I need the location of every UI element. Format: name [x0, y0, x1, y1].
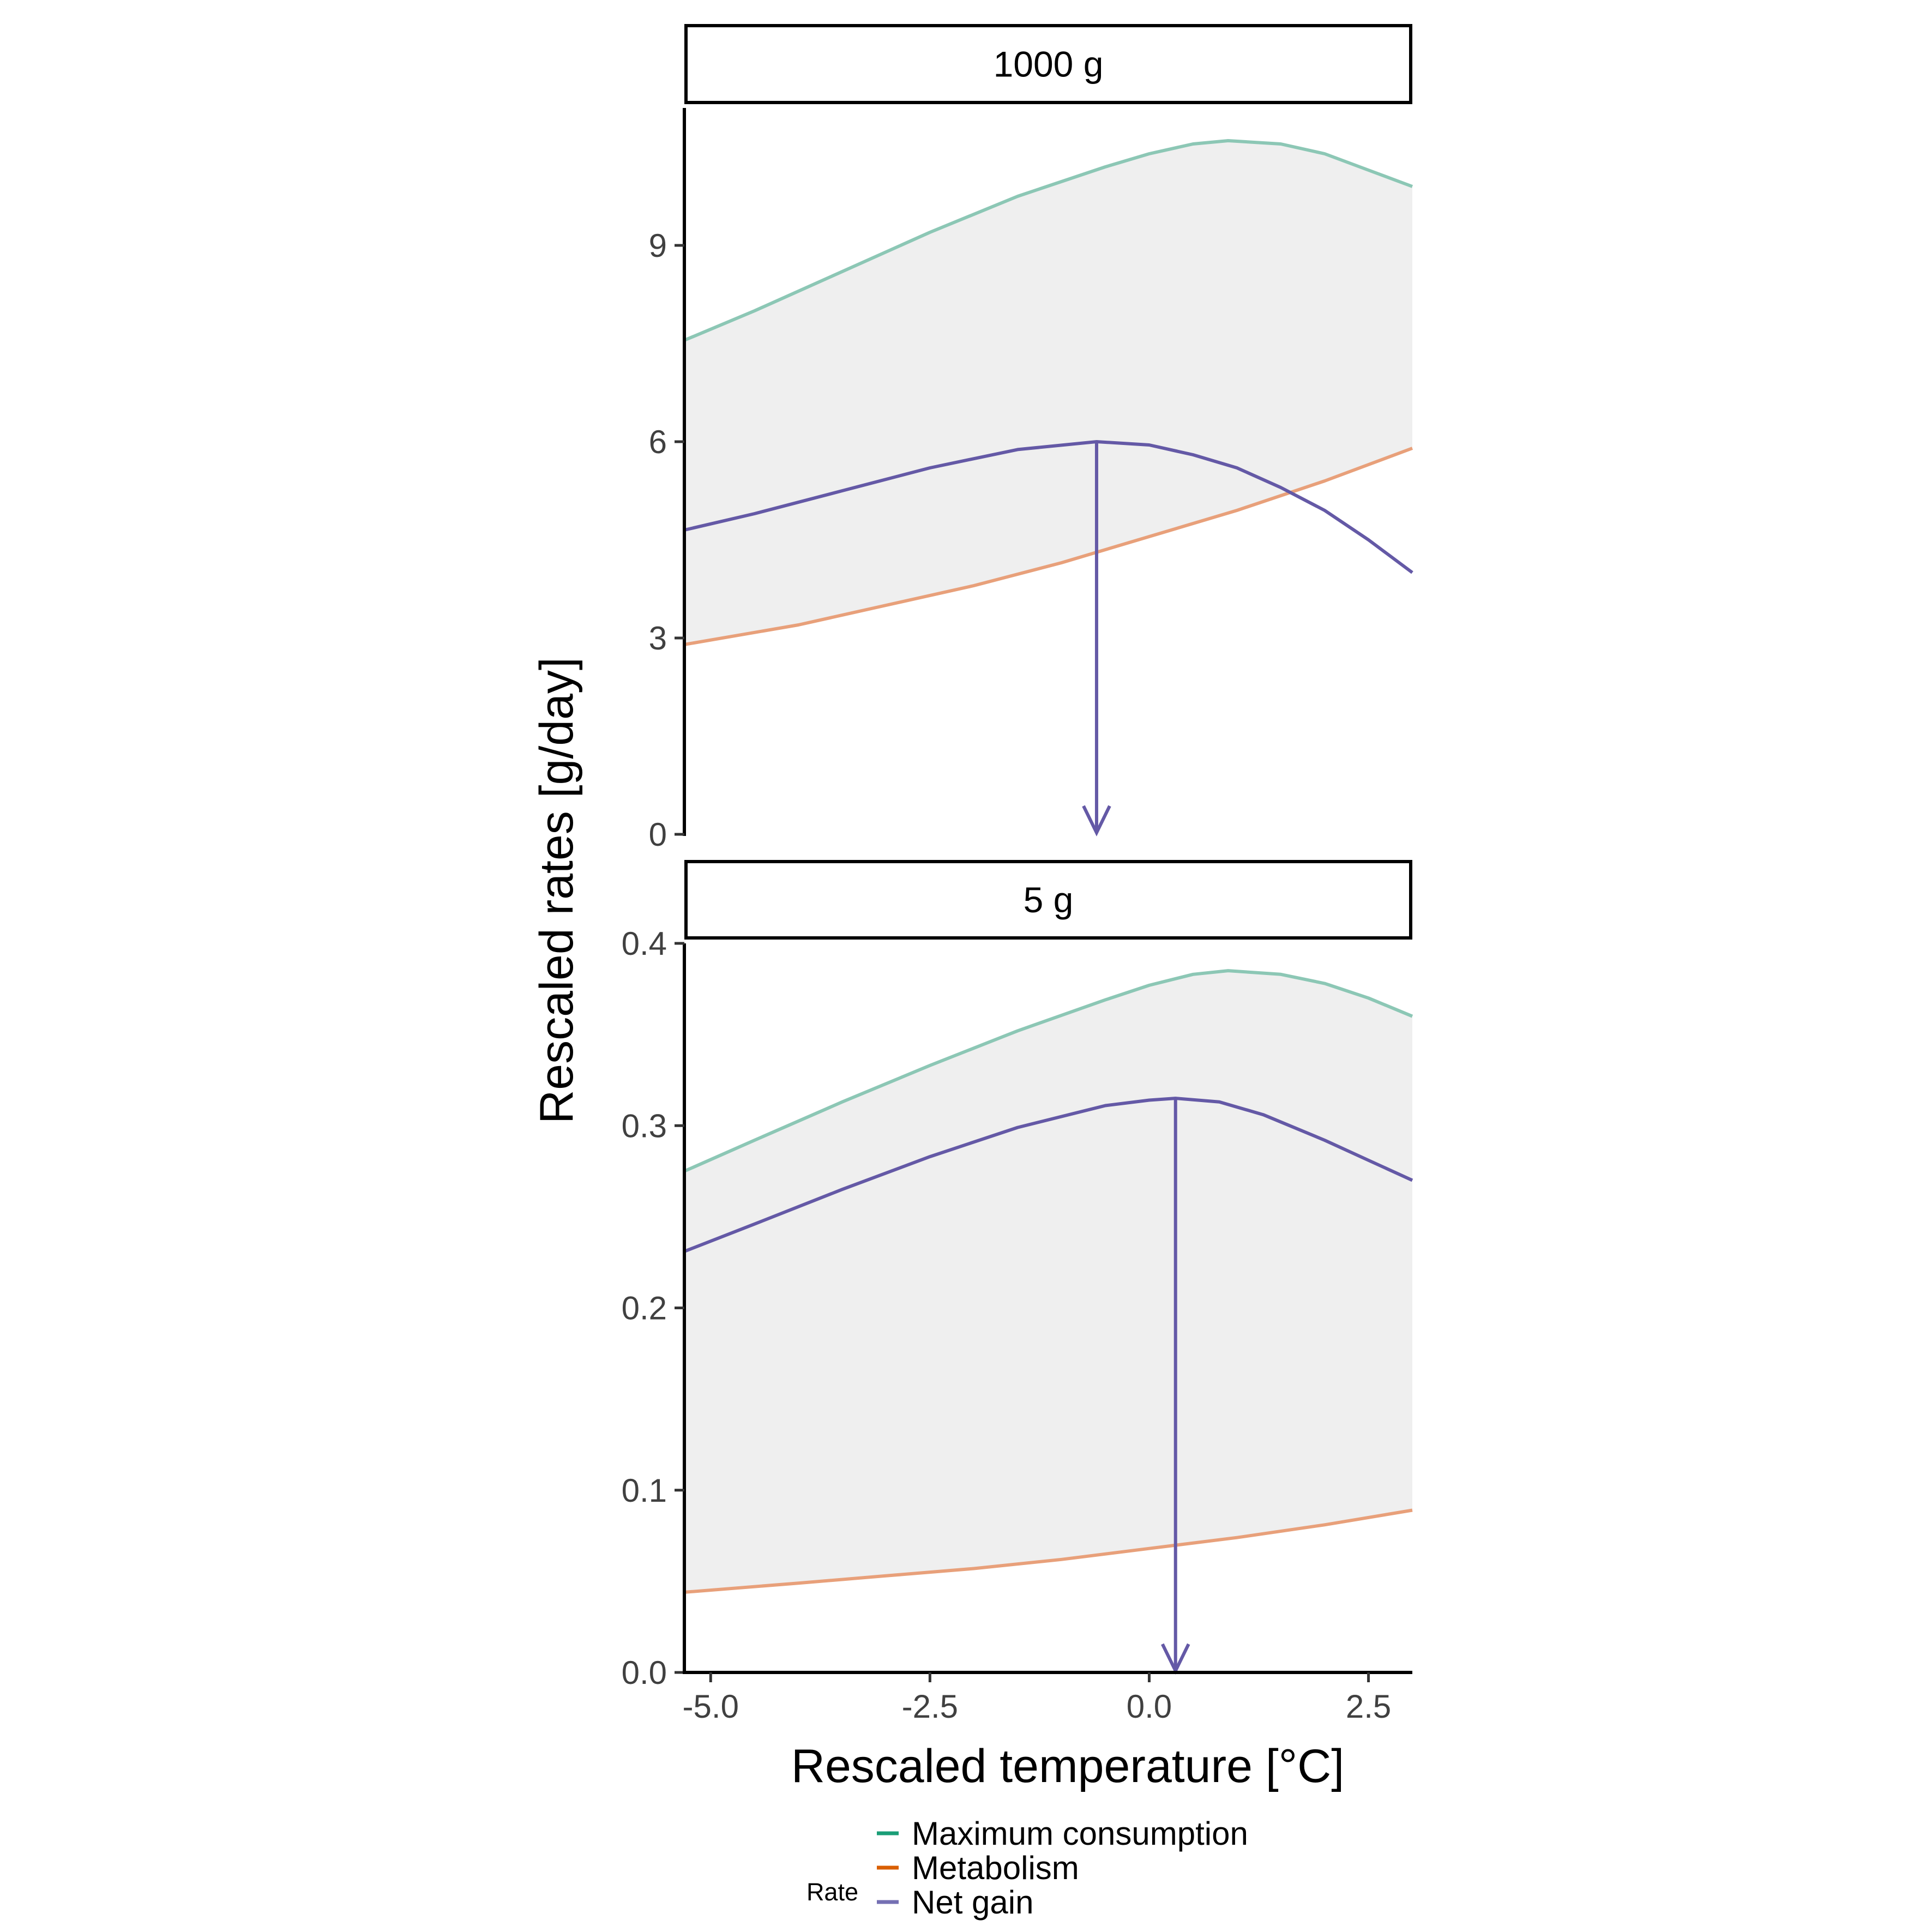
legend-label-metabolism: Metabolism	[912, 1850, 1079, 1886]
x-tick-label: 0.0	[1127, 1688, 1172, 1725]
strip-box	[684, 24, 1412, 104]
y-tick-label: 0	[649, 816, 667, 853]
strip-label: 5 g	[1024, 880, 1074, 920]
panel-1000-g: 1000 g 0 3 6 9	[649, 24, 1413, 853]
y-tick-label: 0.0	[622, 1654, 667, 1691]
y-axis-title: Rescaled rates [g/day]	[531, 657, 583, 1124]
y-tick-label: 0.2	[622, 1290, 667, 1327]
legend-label-net-gain: Net gain	[912, 1884, 1033, 1921]
panels: 1000 g 0 3 6 9 5 g 0.0 0.1 0.2 0.3 0.4 -5.0 -2.5 0.0 2…	[622, 24, 1413, 1725]
y-tick-label: 6	[649, 424, 667, 460]
y-tick-label: 0.3	[622, 1108, 667, 1144]
optimum-arrow-head	[1082, 805, 1111, 836]
x-tick-label: 2.5	[1346, 1688, 1391, 1725]
series-line-net-gain	[683, 1097, 1413, 1253]
x-tick-label: -5.0	[683, 1688, 739, 1725]
strip-label: 1000 g	[994, 44, 1104, 85]
series-line-maximum-consumption	[683, 969, 1413, 1173]
x-axis-title: Rescaled temperature [°C]	[791, 1740, 1344, 1792]
panel-5-g: 5 g 0.0 0.1 0.2 0.3 0.4 -5.0 -2.5 0.0 2.5	[622, 860, 1413, 1725]
legend-title: Rate	[806, 1878, 858, 1906]
strip-box	[684, 860, 1412, 940]
y-tick-label: 0.4	[622, 925, 667, 962]
shaded-range-area	[684, 971, 1412, 1592]
x-tick-label: -2.5	[902, 1688, 958, 1725]
legend-label-maximum-consumption: Maximum consumption	[912, 1815, 1248, 1852]
series-line-net-gain	[684, 440, 1413, 574]
series-line-maximum-consumption	[683, 139, 1413, 342]
y-tick-label: 3	[649, 620, 667, 657]
series-line-metabolism	[684, 1508, 1413, 1594]
y-tick-label: 9	[649, 227, 667, 264]
series-line-metabolism	[684, 447, 1413, 646]
y-tick-label: 0.1	[622, 1472, 667, 1509]
shaded-range-area	[684, 141, 1412, 645]
